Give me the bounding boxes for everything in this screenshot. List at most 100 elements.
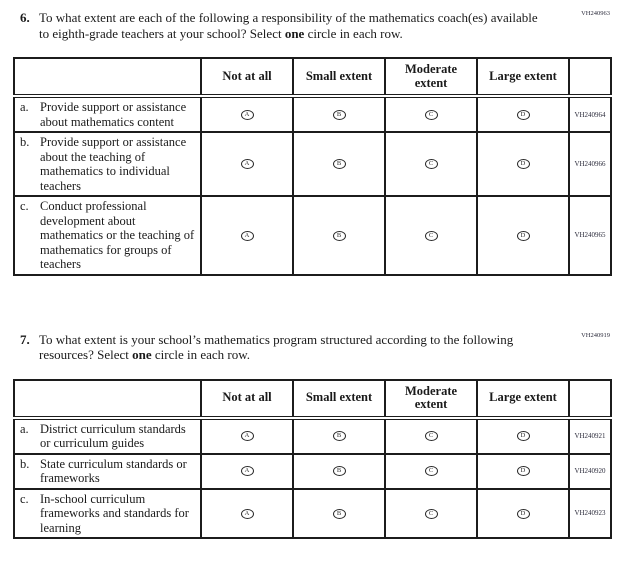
header-row: Not at all Small extent Moderate extent … [13, 378, 612, 420]
column-header-small-extent: Small extent [292, 378, 386, 420]
question-7-text-pre: To what extent is your school’s mathemat… [39, 331, 514, 363]
question-7-text: To what extent is your school’s mathemat… [39, 332, 544, 363]
column-header-not-at-all: Not at all [200, 378, 294, 420]
option-cell: D [476, 487, 570, 539]
option-cell: C [384, 416, 478, 455]
answer-bubble-large-extent[interactable]: D [516, 109, 530, 120]
answer-bubble-large-extent[interactable]: D [516, 431, 530, 442]
option-cell: A [200, 195, 294, 276]
answer-bubble-small-extent[interactable]: B [332, 109, 346, 120]
column-header-not-at-all: Not at all [200, 57, 294, 98]
code-column-header [568, 378, 612, 420]
corner-cell [13, 57, 202, 98]
answer-bubble-not-at-all[interactable]: A [240, 508, 254, 519]
row-label-cell: b. Provide support or assistance about th… [13, 131, 202, 197]
question-6-text-pre: To what extent are each of the following… [39, 10, 538, 41]
question-7-code: VH240919 [581, 331, 610, 339]
answer-bubble-small-extent[interactable]: B [332, 230, 346, 241]
option-cell: B [292, 131, 386, 197]
row-code: VH240964 [568, 95, 612, 133]
column-header-large-extent: Large extent [476, 57, 570, 98]
row-code: VH240920 [568, 452, 612, 490]
row-letter: a. [20, 100, 29, 114]
row-letter: b. [20, 135, 30, 149]
table-row-b: b. Provide support or assistance about th… [13, 131, 612, 197]
question-7: VH240919 7. To what extent is your schoo… [13, 331, 612, 540]
answer-bubble-small-extent[interactable]: B [332, 431, 346, 442]
header-row: Not at all Small extent Moderate extent … [13, 57, 612, 98]
question-6-number: 6. [20, 10, 30, 25]
answer-bubble-moderate-extent[interactable]: C [424, 431, 438, 442]
answer-bubble-small-extent[interactable]: B [332, 466, 346, 477]
column-header-large-extent: Large extent [476, 378, 570, 420]
question-6-text-post: circle in each row. [304, 25, 403, 41]
question-6-table: Not at all Small extent Moderate extent … [13, 57, 612, 276]
row-label-cell: a. Provide support or assistance about ma… [13, 95, 202, 133]
option-cell: C [384, 95, 478, 133]
answer-bubble-moderate-extent[interactable]: C [424, 508, 438, 519]
answer-bubble-large-extent[interactable]: D [516, 230, 530, 241]
row-label: Provide support or assistance about the … [40, 135, 187, 193]
option-cell: D [476, 95, 570, 133]
question-7-table: Not at all Small extent Moderate extent … [13, 378, 612, 540]
row-code: VH240921 [568, 416, 612, 455]
row-label: State curriculum standards or frameworks [40, 456, 187, 486]
answer-bubble-large-extent[interactable]: D [516, 466, 530, 477]
row-code: VH240966 [568, 131, 612, 197]
question-6-text-bold: one [284, 25, 305, 41]
row-label-cell: c. In-school curriculum frameworks and st… [13, 487, 202, 539]
answer-bubble-large-extent[interactable]: D [516, 159, 530, 170]
option-cell: B [292, 195, 386, 276]
row-label: Conduct professional development about m… [40, 199, 195, 271]
table-row-a: a. District curriculum standards or curri… [13, 416, 612, 455]
answer-bubble-small-extent[interactable]: B [332, 159, 346, 170]
option-cell: B [292, 452, 386, 490]
row-label-cell: b. State curriculum standards or framewor… [13, 452, 202, 490]
answer-bubble-moderate-extent[interactable]: C [424, 159, 438, 170]
answer-bubble-not-at-all[interactable]: A [240, 431, 254, 442]
column-header-moderate-extent: Moderate extent [384, 378, 478, 420]
table-row-c: c. In-school curriculum frameworks and st… [13, 487, 612, 539]
row-letter: a. [20, 421, 29, 436]
table-row-c: c. Conduct professional development about… [13, 195, 612, 276]
row-code: VH240965 [568, 195, 612, 276]
question-7-prompt: 7. To what extent is your school’s mathe… [13, 332, 611, 363]
answer-bubble-not-at-all[interactable]: A [240, 230, 254, 241]
option-cell: C [384, 452, 478, 490]
option-cell: A [200, 95, 294, 133]
question-6-code: VH240963 [581, 10, 610, 17]
option-cell: A [200, 416, 294, 455]
row-letter: c. [20, 491, 29, 506]
answer-bubble-large-extent[interactable]: D [516, 508, 530, 519]
answer-bubble-not-at-all[interactable]: A [240, 466, 254, 477]
answer-bubble-small-extent[interactable]: B [332, 508, 346, 519]
answer-bubble-not-at-all[interactable]: A [240, 159, 254, 170]
option-cell: B [292, 487, 386, 539]
answer-bubble-moderate-extent[interactable]: C [424, 466, 438, 477]
option-cell: D [476, 416, 570, 455]
row-label: District curriculum standards or curricu… [40, 421, 186, 451]
row-letter: c. [20, 199, 29, 213]
option-cell: D [476, 452, 570, 490]
option-cell: A [200, 131, 294, 197]
row-label-cell: a. District curriculum standards or curri… [13, 416, 202, 455]
row-label: In-school curriculum frameworks and stan… [40, 491, 189, 535]
row-label-cell: c. Conduct professional development about… [13, 195, 202, 276]
table-row-a: a. Provide support or assistance about ma… [13, 95, 612, 133]
answer-bubble-not-at-all[interactable]: A [240, 109, 254, 120]
column-header-small-extent: Small extent [292, 57, 386, 98]
question-7-text-post: circle in each row. [151, 347, 251, 362]
answer-bubble-moderate-extent[interactable]: C [424, 230, 438, 241]
corner-cell [13, 378, 202, 420]
row-label: Provide support or assistance about math… [40, 100, 187, 129]
answer-bubble-moderate-extent[interactable]: C [424, 109, 438, 120]
question-6: VH240963 6. To what extent are each of t… [13, 10, 612, 276]
option-cell: A [200, 452, 294, 490]
table-row-b: b. State curriculum standards or framewor… [13, 452, 612, 490]
option-cell: C [384, 487, 478, 539]
option-cell: C [384, 195, 478, 276]
column-header-moderate-extent: Moderate extent [384, 57, 478, 98]
option-cell: A [200, 487, 294, 539]
option-cell: B [292, 95, 386, 133]
